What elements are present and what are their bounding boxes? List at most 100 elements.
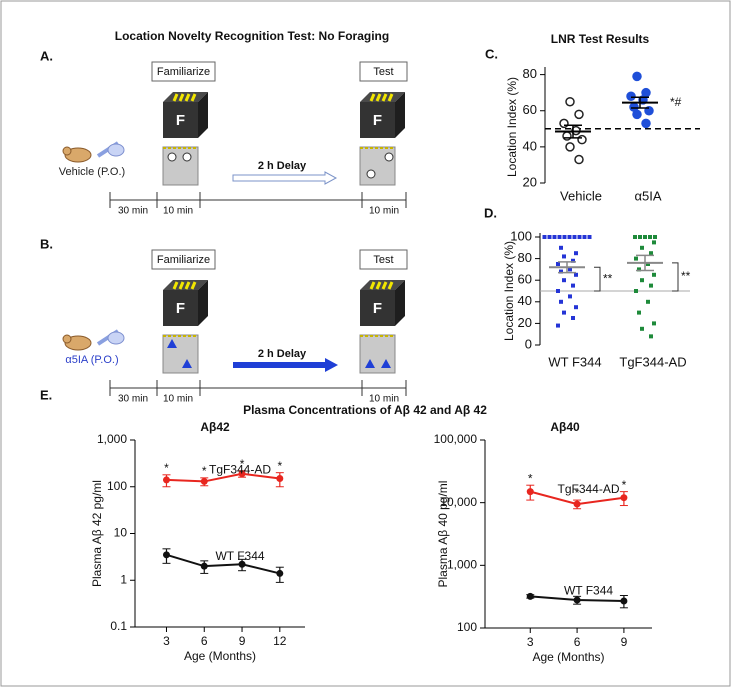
object-marker bbox=[365, 359, 375, 368]
delay-label: 2 h Delay bbox=[258, 160, 307, 172]
data-point bbox=[556, 323, 560, 328]
data-point bbox=[646, 299, 650, 304]
significance-label: ** bbox=[681, 269, 691, 283]
y-tick-label: 100,000 bbox=[434, 432, 478, 446]
data-point bbox=[633, 235, 637, 239]
data-point bbox=[574, 305, 578, 310]
y-axis-label: Plasma Aβ 42 pg/ml bbox=[90, 480, 104, 587]
glove-icon bbox=[107, 143, 125, 157]
series-label: WT F344 bbox=[215, 549, 264, 563]
phase-box bbox=[151, 249, 216, 270]
data-point bbox=[574, 154, 584, 165]
series-line bbox=[166, 472, 280, 483]
significance-bracket bbox=[594, 266, 601, 292]
data-point bbox=[653, 235, 657, 239]
category-label: Vehicle bbox=[560, 188, 602, 203]
data-point bbox=[574, 272, 578, 277]
data-point bbox=[577, 134, 587, 145]
y-tick-label: 80 bbox=[518, 250, 532, 265]
y-tick-label: 80 bbox=[523, 66, 537, 81]
panel-label: D. bbox=[484, 205, 497, 220]
data-point bbox=[562, 278, 566, 283]
cube-side bbox=[198, 92, 208, 138]
data-point bbox=[574, 251, 578, 256]
cube-stripe bbox=[178, 281, 185, 290]
significance-label: * bbox=[164, 461, 169, 475]
x-axis-label: Age (Months) bbox=[532, 650, 604, 664]
data-point bbox=[637, 310, 641, 315]
timeline-label: 10 min bbox=[369, 206, 399, 217]
data-point bbox=[649, 283, 653, 288]
chart-title: LNR Test Results bbox=[551, 32, 650, 46]
data-point bbox=[556, 262, 560, 266]
data-point bbox=[200, 477, 208, 485]
arena bbox=[162, 334, 199, 374]
phase-label: Test bbox=[373, 254, 393, 266]
cube-stripe bbox=[387, 281, 394, 290]
data-point bbox=[200, 562, 208, 570]
cube-label: F bbox=[176, 112, 185, 129]
data-point bbox=[559, 269, 563, 274]
phase-label: Familiarize bbox=[157, 254, 210, 266]
rat-icon bbox=[62, 146, 72, 156]
treatment-label: α5IA (P.O.) bbox=[65, 354, 118, 366]
data-point bbox=[638, 235, 642, 239]
phase-box bbox=[359, 249, 408, 270]
data-point bbox=[526, 592, 534, 600]
data-point bbox=[572, 235, 577, 239]
series-label: TgF344-AD bbox=[557, 482, 619, 496]
cube-stripe bbox=[369, 281, 376, 290]
x-tick-label: 9 bbox=[621, 635, 628, 649]
glove-icon bbox=[107, 331, 125, 345]
cube-stripe bbox=[184, 93, 191, 102]
series-label: TgF344-AD bbox=[209, 463, 271, 477]
data-point bbox=[542, 235, 547, 239]
cube-label: F bbox=[373, 112, 382, 129]
significance-label: * bbox=[575, 486, 580, 500]
object-marker bbox=[182, 359, 192, 368]
chart-title: Aβ42 bbox=[200, 420, 230, 434]
y-tick-label: 1,000 bbox=[97, 432, 127, 446]
data-point bbox=[649, 334, 653, 339]
panel-label: E. bbox=[40, 387, 52, 402]
phase-label: Test bbox=[373, 66, 393, 78]
data-point bbox=[649, 251, 653, 256]
data-point bbox=[640, 245, 644, 250]
diagram-title: Location Novelty Recognition Test: No Fo… bbox=[115, 29, 389, 43]
object-marker bbox=[182, 152, 192, 162]
data-point bbox=[276, 569, 284, 577]
panel-label: A. bbox=[40, 48, 53, 63]
cube-stripe bbox=[190, 281, 197, 290]
data-point bbox=[574, 109, 584, 120]
y-tick-label: 10 bbox=[114, 526, 128, 540]
x-tick-label: 9 bbox=[239, 634, 246, 648]
cube-stripe bbox=[375, 93, 382, 102]
cube-side bbox=[395, 92, 405, 138]
data-point bbox=[582, 235, 587, 239]
data-point bbox=[634, 256, 638, 261]
data-point bbox=[562, 310, 566, 315]
data-point bbox=[557, 235, 562, 239]
object-marker bbox=[384, 152, 394, 162]
significance-label: ** bbox=[603, 271, 613, 285]
data-point bbox=[632, 71, 642, 82]
data-point bbox=[562, 235, 567, 239]
timeline-label: 10 min bbox=[369, 394, 399, 405]
cube-front bbox=[163, 102, 198, 138]
y-tick-label: 0 bbox=[525, 336, 532, 351]
data-point bbox=[565, 96, 575, 107]
cube-label: F bbox=[373, 300, 382, 317]
cube-stripe bbox=[190, 93, 197, 102]
object-marker bbox=[381, 359, 391, 368]
cube-side bbox=[395, 280, 405, 326]
data-point bbox=[562, 254, 566, 259]
cube-stripe bbox=[381, 93, 388, 102]
data-point bbox=[648, 235, 652, 239]
y-tick-label: 1 bbox=[120, 572, 127, 586]
category-label: TgF344-AD bbox=[619, 354, 686, 369]
data-point bbox=[632, 109, 642, 120]
cube-side bbox=[198, 280, 208, 326]
category-label: WT F344 bbox=[548, 354, 601, 369]
